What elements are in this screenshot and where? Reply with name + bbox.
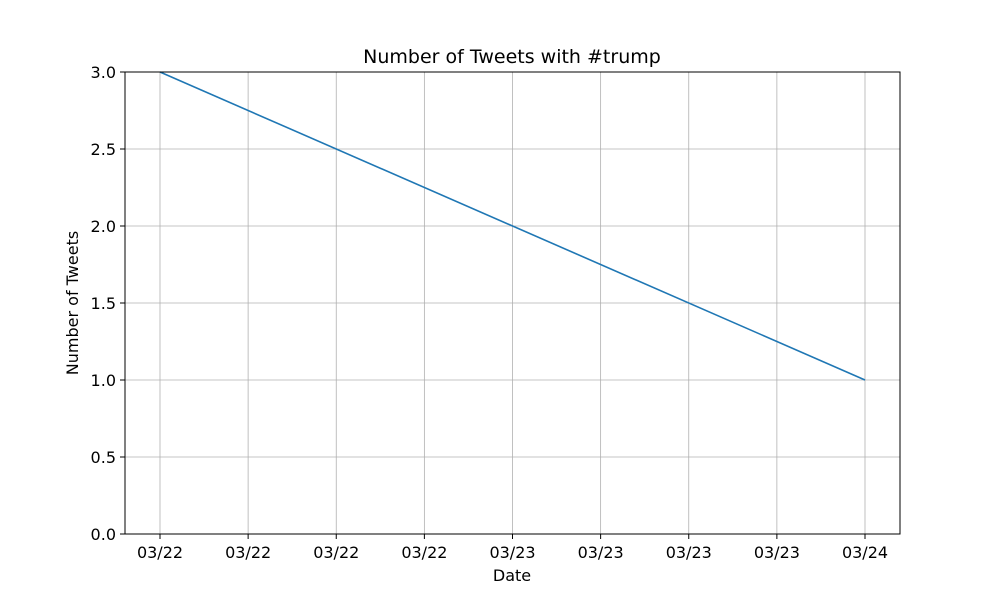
chart-title: Number of Tweets with #trump bbox=[363, 46, 661, 68]
x-tick-label: 03/22 bbox=[313, 543, 359, 562]
x-tick-label: 03/22 bbox=[401, 543, 447, 562]
x-tick-label: 03/22 bbox=[225, 543, 271, 562]
x-axis-ticks: 03/22 03/22 03/22 03/22 03/23 03/23 03/23 03/23… bbox=[137, 534, 888, 562]
y-axis-ticks: 0.0 0.5 1.0 1.5 2.0 2.5 3.0 bbox=[91, 63, 125, 544]
series-layer bbox=[159, 71, 866, 381]
x-axis-label: Date bbox=[493, 566, 531, 585]
y-axis-label: Number of Tweets bbox=[63, 231, 82, 375]
x-tick-label: 03/22 bbox=[137, 543, 183, 562]
x-tick-label: 03/23 bbox=[666, 543, 712, 562]
x-tick-label: 03/23 bbox=[578, 543, 624, 562]
y-tick-label: 0.0 bbox=[91, 525, 116, 544]
y-tick-label: 3.0 bbox=[91, 63, 116, 82]
y-tick-label: 0.5 bbox=[91, 448, 116, 467]
x-tick-label: 03/23 bbox=[489, 543, 535, 562]
y-tick-label: 2.0 bbox=[91, 217, 116, 236]
y-tick-label: 2.5 bbox=[91, 140, 116, 159]
series-line bbox=[159, 71, 866, 381]
y-tick-label: 1.0 bbox=[91, 371, 116, 390]
x-tick-label: 03/24 bbox=[842, 543, 888, 562]
x-tick-label: 03/23 bbox=[754, 543, 800, 562]
y-tick-label: 1.5 bbox=[91, 294, 116, 313]
grid bbox=[125, 71, 900, 535]
